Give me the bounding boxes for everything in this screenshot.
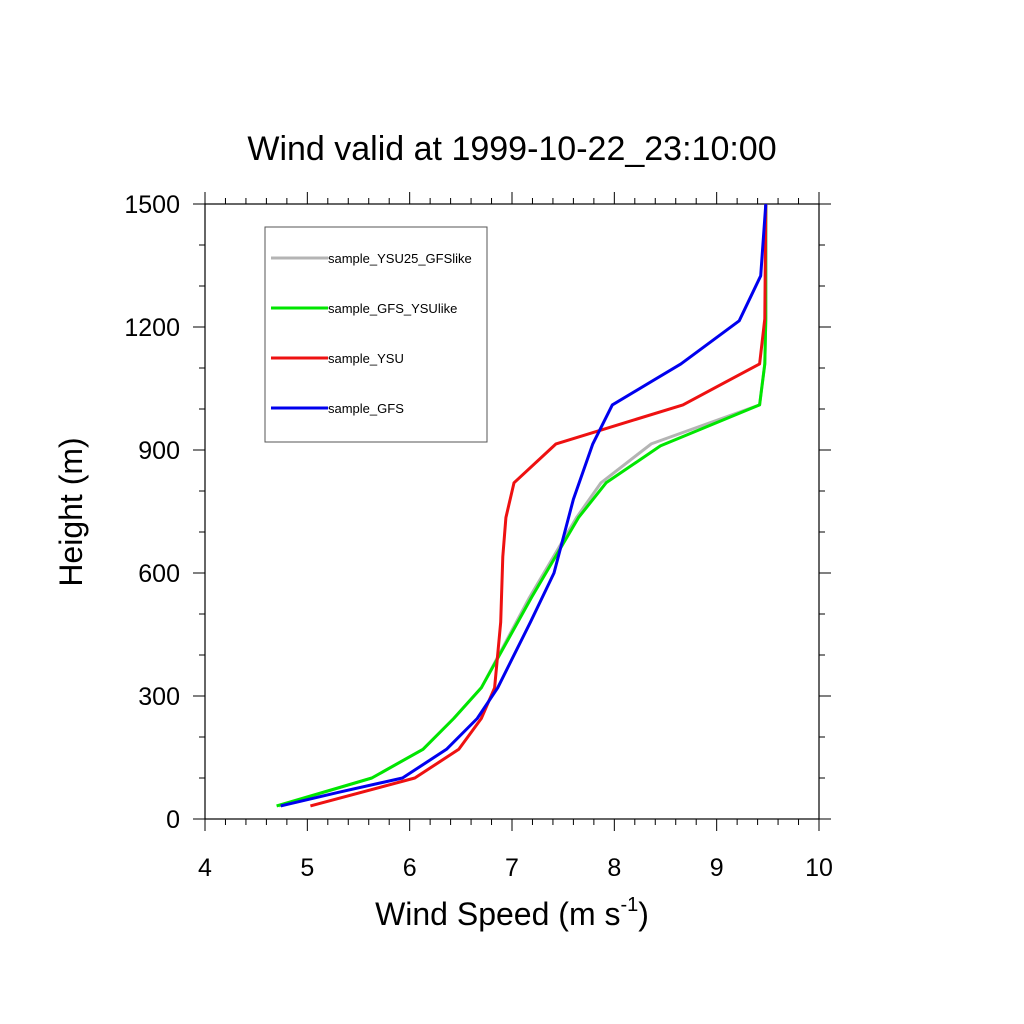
legend-label: sample_GFS_YSUlike [328, 301, 457, 316]
legend: sample_YSU25_GFSlike sample_GFS_YSUlikesa… [264, 226, 488, 443]
x-tick-label: 5 [300, 854, 314, 882]
x-axis-label: Wind Speed (m s-1) [375, 894, 649, 932]
legend-label: sample_YSU [328, 351, 404, 366]
chart-title: Wind valid at 1999-10-22_23:10:00 [247, 130, 776, 168]
y-tick-label: 1200 [124, 314, 180, 342]
x-tick-label: 7 [505, 854, 519, 882]
legend-label: sample_YSU25_GFSlike [328, 251, 472, 266]
y-axis-label: Height (m) [53, 437, 89, 586]
x-tick-labels: 4 5 6 7 8 9 10 [198, 854, 833, 882]
x-tick-label: 10 [805, 854, 833, 882]
x-axis-label-superscript: -1 [620, 894, 638, 916]
y-tick-label: 600 [138, 560, 180, 588]
y-tick-label: 300 [138, 683, 180, 711]
axis-ticks [193, 192, 831, 831]
y-tick-label: 900 [138, 437, 180, 465]
x-axis-label-main: Wind Speed (m s [375, 896, 620, 932]
series-line-sample_GFS [280, 203, 768, 808]
y-tick-label: 1500 [124, 191, 180, 219]
series-lines [276, 203, 768, 808]
x-tick-label: 4 [198, 854, 212, 882]
series-line-sample_YSU [310, 203, 768, 808]
y-tick-labels: 0 300 600 900 1200 1500 [124, 191, 180, 834]
x-tick-label: 6 [403, 854, 417, 882]
x-tick-label: 9 [710, 854, 724, 882]
legend-box [264, 226, 488, 443]
y-tick-label: 0 [166, 806, 180, 834]
legend-label: sample_GFS [328, 401, 404, 416]
x-tick-label: 8 [607, 854, 621, 882]
x-axis-label-end: ) [638, 896, 649, 932]
series-line-sample_GFS_YSUlike [276, 204, 768, 808]
